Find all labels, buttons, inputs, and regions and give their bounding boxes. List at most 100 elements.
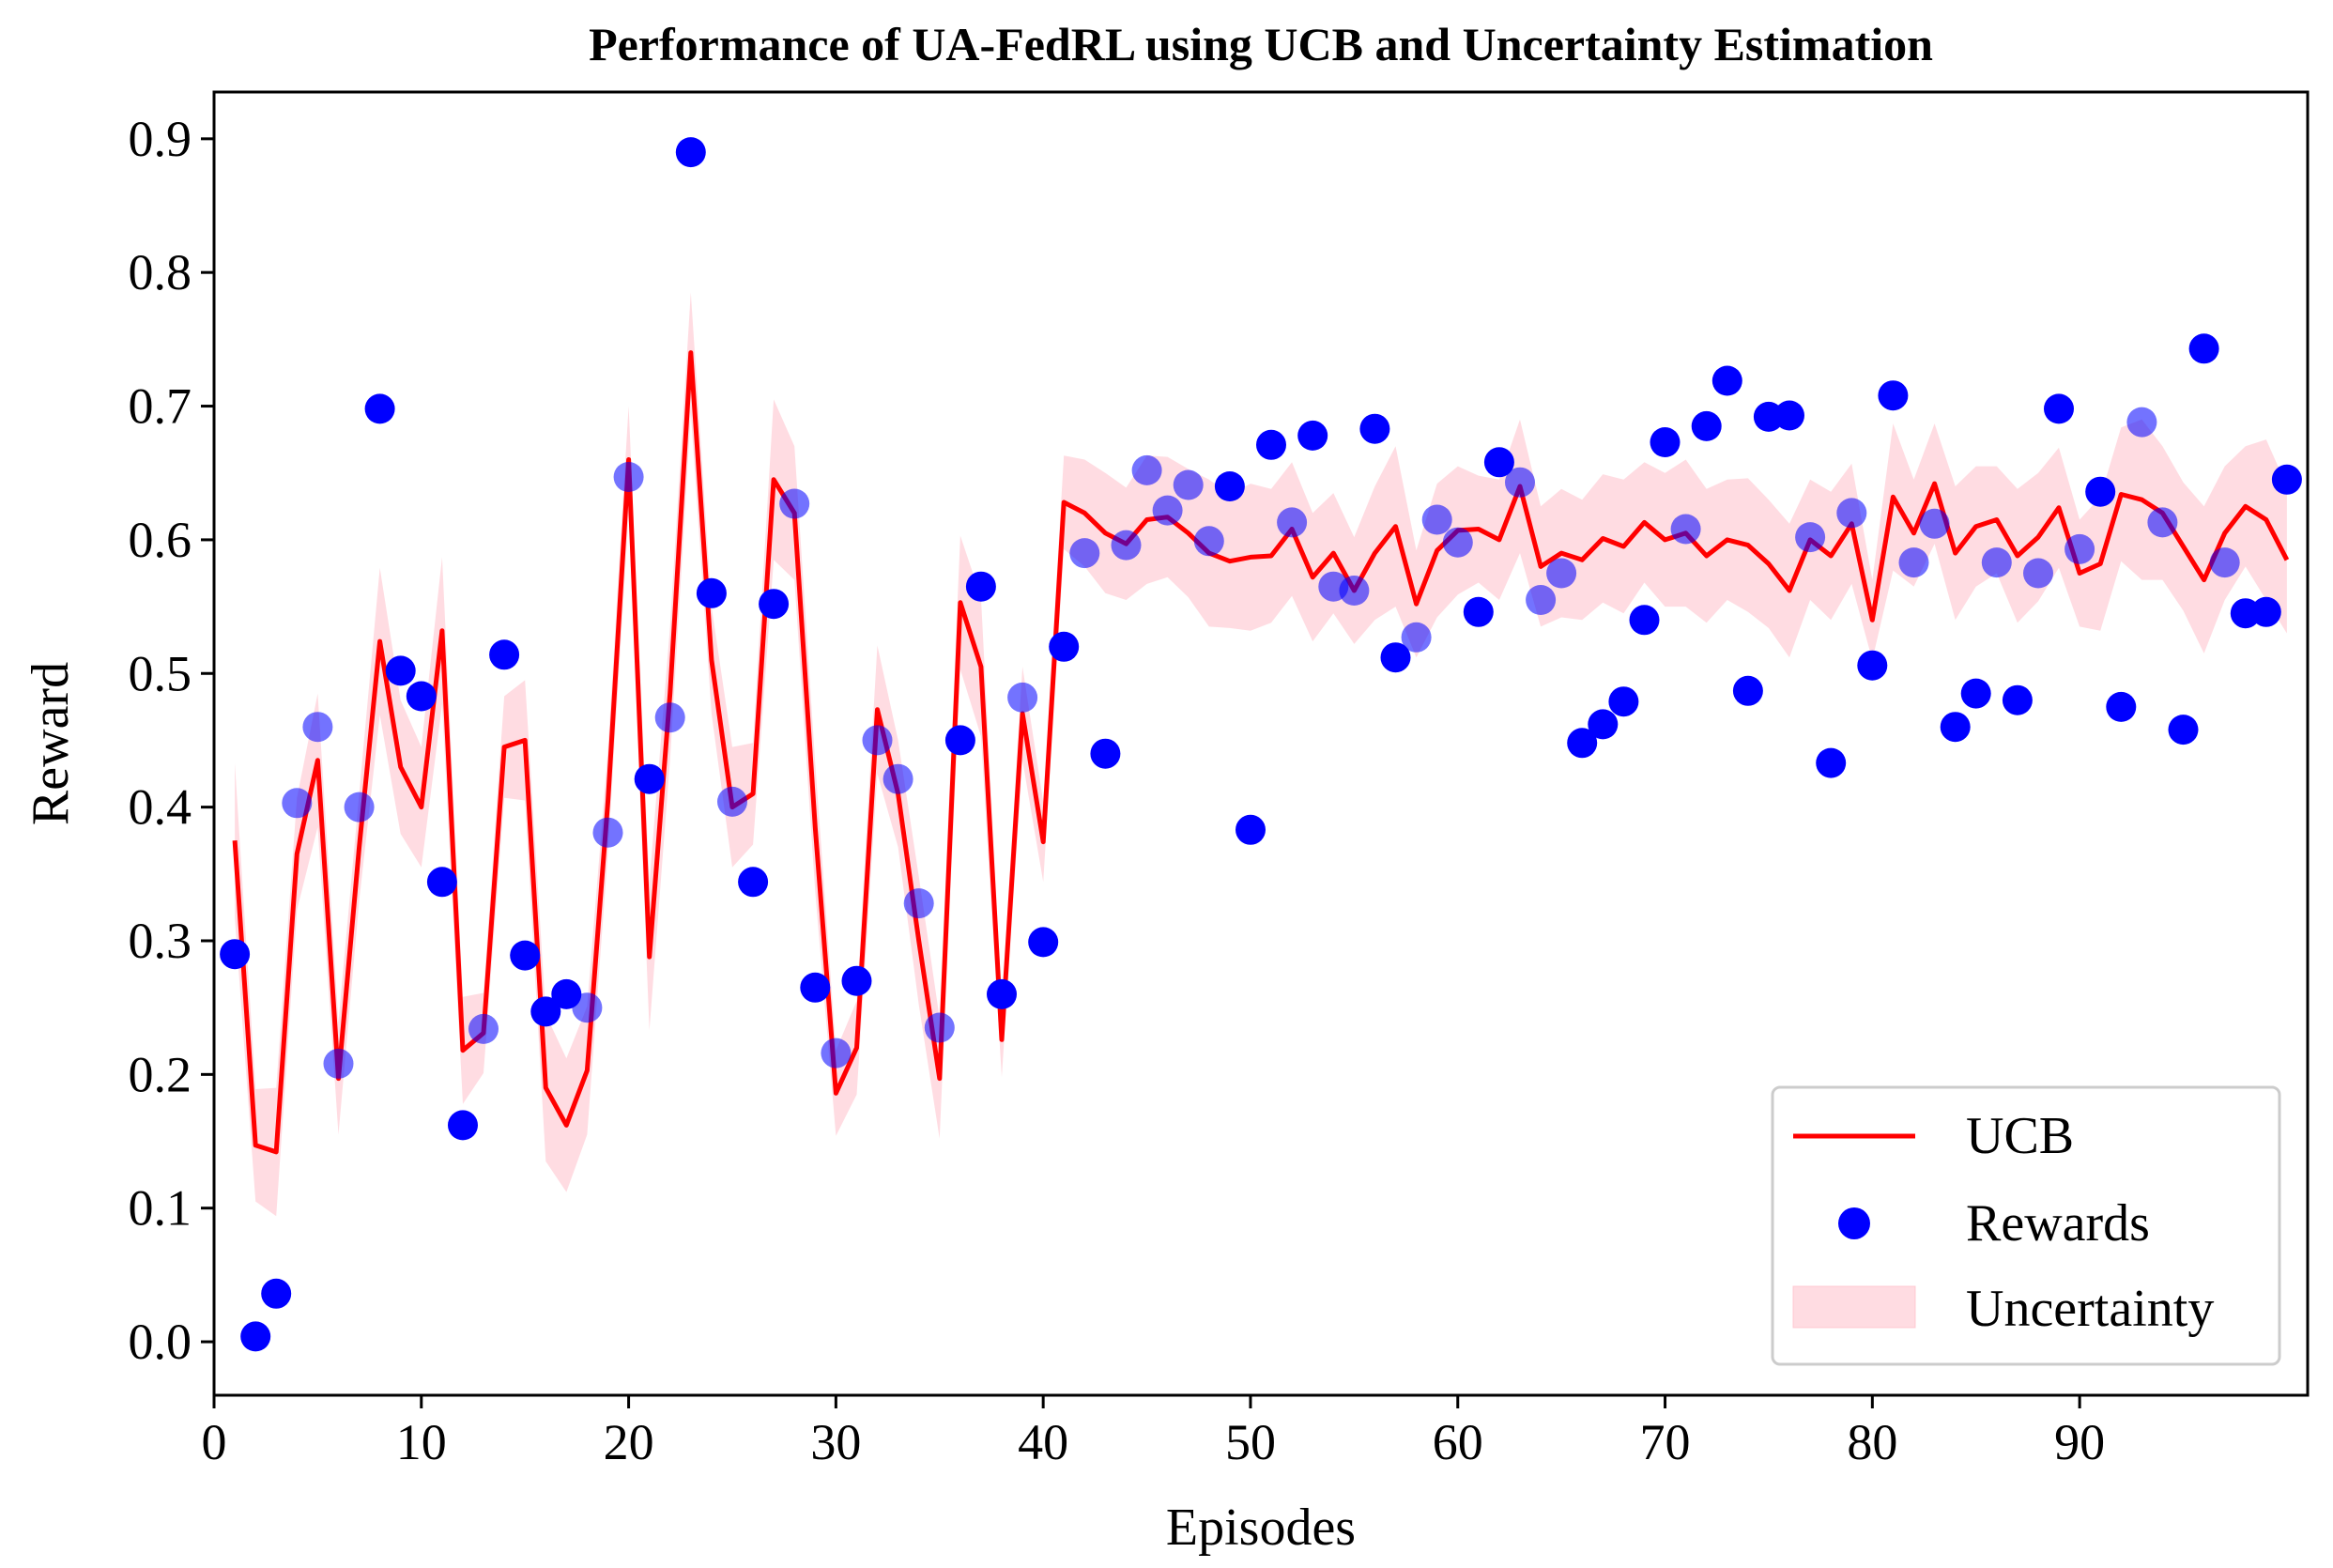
reward-point <box>323 1048 354 1079</box>
reward-point <box>1795 522 1826 553</box>
reward-point <box>1919 508 1950 539</box>
reward-point <box>1629 605 1660 636</box>
reward-point <box>1691 410 1722 441</box>
reward-point <box>1069 538 1100 569</box>
reward-point <box>1131 454 1162 485</box>
legend-uncertainty-swatch <box>1792 1285 1916 1329</box>
x-axis: 0 10 20 30 40 50 60 70 80 90 <box>202 1395 2105 1470</box>
reward-point <box>406 681 437 712</box>
reward-point <box>2147 507 2178 538</box>
reward-point <box>634 763 665 794</box>
reward-point <box>1277 507 1308 538</box>
reward-point <box>1816 747 1847 778</box>
reward-point <box>2106 691 2137 722</box>
reward-point <box>1111 530 1142 561</box>
x-tick-label: 30 <box>810 1414 861 1470</box>
legend-uncertainty-label: Uncertainty <box>1966 1280 2214 1338</box>
x-tick-label: 90 <box>2054 1414 2105 1470</box>
reward-point <box>385 655 416 686</box>
reward-point <box>1297 420 1328 451</box>
y-tick-label: 0.9 <box>129 111 192 167</box>
reward-point <box>1256 429 1286 460</box>
reward-point <box>1836 498 1867 529</box>
reward-point <box>2064 533 2095 564</box>
x-tick-label: 20 <box>604 1414 654 1470</box>
reward-point <box>468 1013 499 1044</box>
legend-ucb-label: UCB <box>1966 1107 2074 1165</box>
reward-point <box>1650 427 1681 457</box>
y-tick-label: 0.8 <box>129 244 192 300</box>
reward-point <box>1401 622 1432 653</box>
x-axis-label: Episodes <box>1166 1499 1356 1557</box>
reward-point <box>1960 678 1991 709</box>
reward-point <box>510 940 541 971</box>
reward-point <box>1588 709 1619 740</box>
reward-point <box>1546 558 1577 589</box>
reward-point <box>862 725 893 756</box>
reward-point <box>944 725 975 756</box>
reward-point <box>1339 576 1370 606</box>
reward-point <box>1670 514 1701 545</box>
reward-point <box>261 1278 292 1309</box>
reward-point <box>2002 684 2033 715</box>
reward-point <box>1421 504 1452 535</box>
reward-point <box>924 1012 955 1043</box>
reward-point <box>696 577 727 608</box>
reward-point <box>841 965 872 996</box>
reward-point <box>302 712 333 743</box>
reward-point <box>364 393 395 424</box>
reward-point <box>344 792 375 822</box>
x-tick-label: 0 <box>202 1414 227 1470</box>
legend: UCB Rewards Uncertainty <box>1771 1085 2281 1366</box>
reward-point <box>1505 467 1535 498</box>
legend-rewards-swatch <box>1838 1207 1870 1239</box>
reward-point <box>800 972 831 1003</box>
reward-point <box>759 589 790 620</box>
reward-point <box>426 867 457 898</box>
reward-point <box>2188 333 2219 364</box>
y-tick-label: 0.4 <box>129 779 192 836</box>
reward-point <box>738 867 769 898</box>
x-tick-label: 50 <box>1225 1414 1276 1470</box>
reward-point <box>1214 471 1245 501</box>
reward-point <box>572 992 603 1023</box>
reward-point <box>1028 927 1059 958</box>
reward-point <box>1608 686 1639 717</box>
reward-point <box>2271 464 2302 495</box>
x-tick-label: 70 <box>1640 1414 1691 1470</box>
reward-point <box>1173 469 1204 500</box>
reward-point <box>903 888 934 919</box>
reward-point <box>821 1038 852 1068</box>
y-tick-label: 0.0 <box>129 1314 192 1370</box>
reward-point <box>779 488 810 519</box>
reward-point <box>1007 682 1038 713</box>
plot-frame <box>212 90 2310 1397</box>
reward-point <box>654 702 685 733</box>
reward-point <box>613 462 644 492</box>
reward-point <box>987 978 1017 1009</box>
legend-rewards-label: Rewards <box>1966 1194 2150 1253</box>
reward-point <box>1940 712 1971 743</box>
reward-point <box>220 939 251 970</box>
reward-point <box>1711 365 1742 396</box>
reward-point <box>1463 596 1494 627</box>
reward-point <box>1483 447 1514 478</box>
reward-point <box>1442 527 1473 558</box>
reward-point <box>883 763 913 794</box>
x-tick-label: 60 <box>1433 1414 1483 1470</box>
reward-point <box>717 786 747 817</box>
reward-point <box>448 1110 478 1141</box>
reward-point <box>1380 642 1411 673</box>
reward-point <box>2250 596 2281 627</box>
y-tick-label: 0.3 <box>129 913 192 969</box>
x-tick-label: 80 <box>1847 1414 1897 1470</box>
y-tick-label: 0.1 <box>129 1180 192 1237</box>
reward-point <box>2044 393 2074 424</box>
reward-point <box>1732 675 1763 706</box>
reward-point <box>592 817 623 848</box>
reward-point <box>675 137 706 168</box>
plot-area <box>212 90 2310 1397</box>
reward-point <box>965 571 996 602</box>
y-tick-label: 0.5 <box>129 645 192 701</box>
